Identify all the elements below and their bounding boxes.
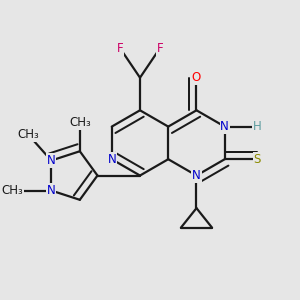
Text: CH₃: CH₃ — [1, 184, 23, 197]
Text: F: F — [117, 42, 124, 55]
Text: F: F — [157, 42, 163, 55]
Text: CH₃: CH₃ — [69, 116, 91, 129]
Text: CH₃: CH₃ — [18, 128, 40, 142]
Text: N: N — [47, 154, 56, 167]
Text: N: N — [192, 169, 201, 182]
Text: S: S — [254, 153, 261, 166]
Text: O: O — [192, 71, 201, 84]
Text: N: N — [47, 184, 56, 197]
Text: N: N — [220, 120, 229, 133]
Text: N: N — [107, 153, 116, 166]
Text: H: H — [253, 120, 262, 133]
